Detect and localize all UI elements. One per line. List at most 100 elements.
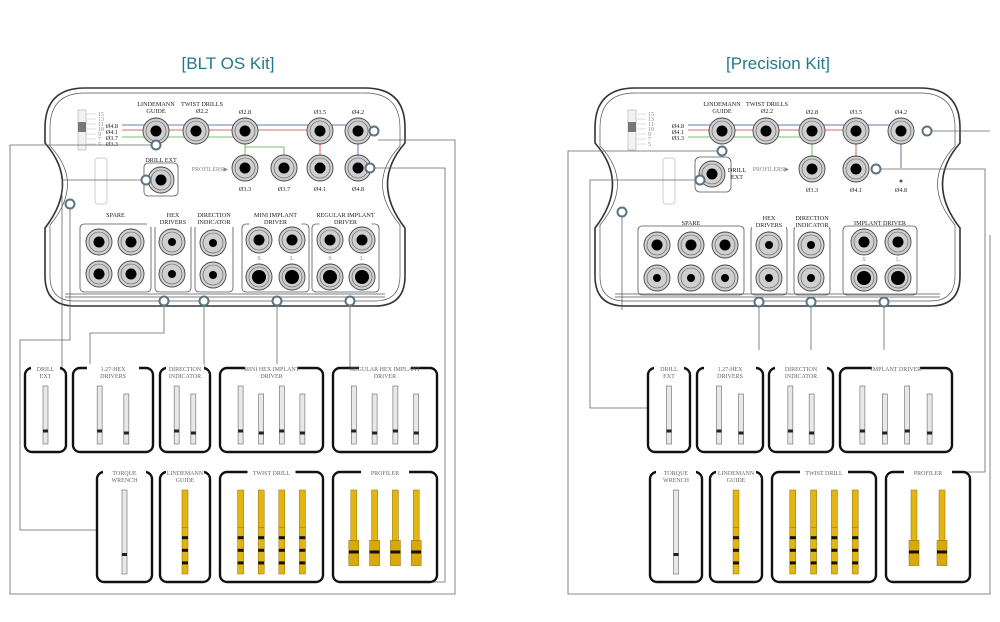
diameter-legend-label: Ø3.3 — [672, 135, 684, 142]
connector-line — [9, 139, 456, 595]
connector-line — [567, 150, 991, 595]
size-mark-label: S — [862, 257, 865, 263]
socket-hole — [150, 125, 162, 137]
socket-inner-ring — [800, 234, 822, 256]
tray-socket — [850, 228, 878, 256]
tray-socket — [798, 117, 826, 145]
tray-socket — [348, 226, 376, 254]
socket-inner-ring — [890, 120, 912, 142]
diameter-label: Ø4.8 — [352, 186, 364, 193]
tool-band — [299, 431, 305, 435]
tool-shaft — [96, 385, 103, 445]
product-box — [331, 366, 439, 454]
connector-marker — [753, 296, 765, 308]
drill-depth-band — [852, 536, 859, 540]
drill-shank — [851, 489, 859, 529]
profiler-shank — [910, 489, 918, 541]
drill-shank — [237, 489, 244, 529]
tool-band — [927, 431, 933, 435]
socket-inner-ring — [801, 158, 823, 180]
socket-hole — [352, 162, 364, 174]
lindemann-guide-label: LINDEMANN — [137, 101, 175, 108]
tray-group-box — [79, 223, 152, 293]
socket-inner-ring — [711, 120, 733, 142]
socket-inner-ring — [758, 234, 780, 256]
lindemann-guide-label: GUIDE — [146, 108, 165, 115]
depth-scale-label: 10 — [98, 127, 104, 133]
tool-band — [190, 431, 196, 435]
socket-hole — [850, 125, 862, 137]
socket-inner-ring — [853, 231, 875, 253]
drill-shank — [299, 489, 306, 529]
tool-band — [372, 431, 378, 435]
label-background — [674, 214, 708, 223]
socket-hole — [685, 239, 697, 251]
depth-scale-label: 11 — [648, 122, 654, 128]
tool-band — [904, 429, 910, 433]
connector-marker — [158, 295, 170, 307]
tool-shaft — [904, 385, 911, 445]
size-mark-label: L — [896, 257, 900, 263]
product-box — [218, 366, 325, 454]
tray-group-label: HEX — [763, 215, 776, 222]
implant-band — [628, 122, 636, 132]
product-label: 1.27-HEX — [101, 367, 126, 373]
diameter-legend-label: Ø4.8 — [106, 123, 118, 130]
label-background — [359, 364, 411, 380]
product-label: DRILL — [37, 367, 55, 373]
tool-shaft — [716, 385, 722, 445]
drill-depth-band — [258, 561, 265, 565]
product-label: PROFILER — [371, 471, 399, 477]
socket-hole — [765, 274, 773, 282]
tray-outline — [44, 87, 406, 307]
product-label: REGULAR HEX IMPLANT — [350, 367, 421, 373]
tool-shaft — [121, 489, 128, 575]
kit-title-blt-os: [BLT OS Kit] — [182, 54, 275, 73]
socket-hole — [314, 125, 326, 137]
diameter-label: Ø4.1 — [314, 186, 326, 193]
tray-socket — [884, 264, 912, 292]
product-label: GUIDE — [176, 478, 195, 484]
tray-socket — [798, 155, 826, 183]
drill-depth-band — [258, 548, 265, 552]
tray-group-label: DRIVERS — [756, 222, 783, 229]
diameter-label: Ø2.8 — [806, 109, 818, 116]
kit-title-precision: [Precision Kit] — [726, 54, 830, 73]
socket-hole — [239, 162, 251, 174]
product-box-6: TWIST DRILL — [770, 468, 878, 584]
socket-inner-ring — [758, 267, 780, 289]
drill-depth-band — [237, 561, 244, 565]
socket-hole — [850, 163, 862, 175]
tray-socket — [199, 229, 227, 257]
drill-depth-band — [789, 561, 796, 565]
label-background — [800, 468, 848, 477]
label-background — [775, 364, 827, 380]
connector-marker — [870, 163, 882, 175]
diameter-label: Ø4.1 — [850, 187, 862, 194]
label-background — [795, 214, 829, 230]
profilers-label: PROFILERS▶ — [192, 167, 229, 173]
tray-socket — [677, 264, 705, 292]
drill-shank — [831, 489, 838, 529]
drill-depth-band — [182, 561, 188, 565]
drill-depth-band — [810, 536, 817, 540]
socket-hole — [721, 274, 729, 282]
tool-band — [666, 429, 672, 433]
tool-band — [787, 429, 793, 433]
product-label: DRIVER — [260, 374, 282, 380]
tray-socket — [348, 263, 376, 291]
product-box — [770, 470, 878, 584]
product-label: DRIVER — [374, 374, 396, 380]
tool-shaft — [808, 393, 815, 445]
tool-band — [238, 429, 244, 433]
drill-depth-band — [182, 536, 188, 540]
socket-hole — [706, 168, 718, 180]
tray-group-label: SPARE — [682, 220, 701, 227]
socket-inner-ring — [319, 266, 341, 288]
socket-hole — [168, 238, 176, 246]
